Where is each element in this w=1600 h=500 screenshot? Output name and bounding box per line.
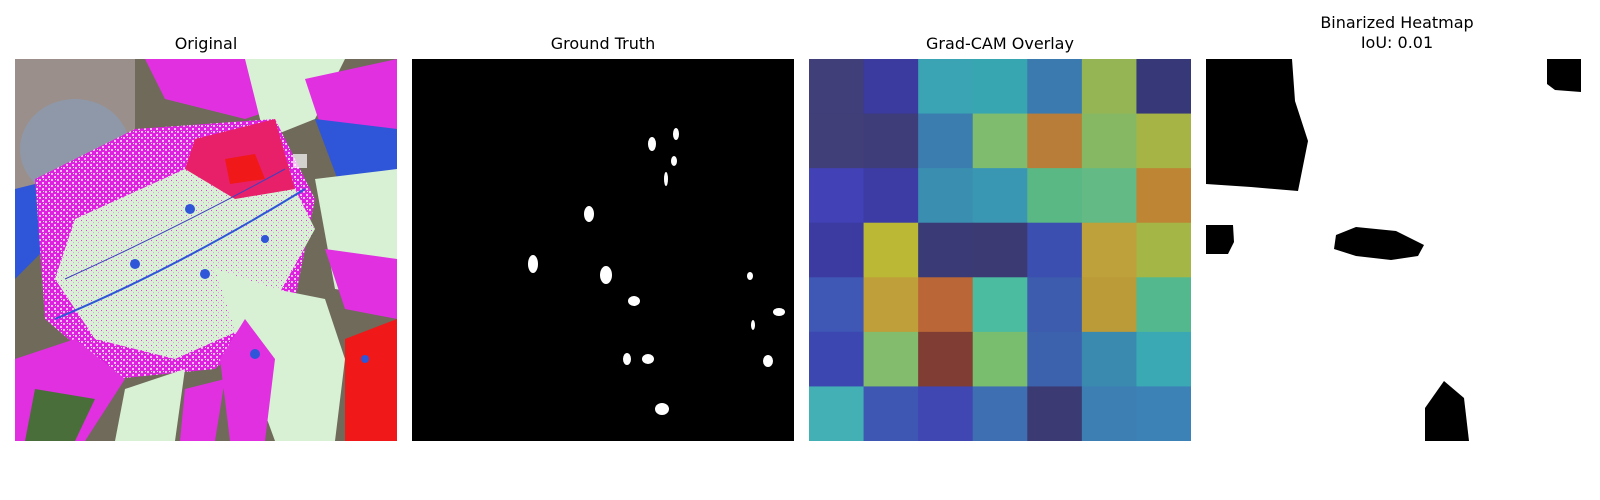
heatmap-cell [809, 113, 865, 169]
heatmap-cell [809, 222, 865, 278]
heatmap-cell [1136, 113, 1191, 169]
heatmap-cell [809, 386, 865, 441]
binarized-title-text: Binarized Heatmap [1320, 13, 1474, 32]
heatmap-cell [1136, 168, 1191, 224]
heatmap-cell [1136, 277, 1191, 333]
heatmap-cell [972, 168, 1028, 224]
heatmap-cell [918, 168, 974, 224]
heatmap-cell [918, 331, 974, 387]
original-title: Original [174, 34, 238, 53]
heatmap-cell [1136, 222, 1191, 278]
heatmap-cell [972, 113, 1028, 169]
ground-truth-mask [412, 59, 794, 441]
heatmap-cell [1081, 59, 1137, 115]
heatmap-cell [918, 277, 974, 333]
heatmap-cell [918, 113, 974, 169]
heatmap-cell [863, 222, 919, 278]
heatmap-cell [1081, 331, 1137, 387]
heatmap-cell [1027, 277, 1083, 333]
gradcam-title: Grad-CAM Overlay [926, 34, 1074, 53]
ground-truth-title: Ground Truth [550, 34, 656, 53]
heatmap-cell [809, 168, 865, 224]
heatmap-cell [972, 277, 1028, 333]
heatmap-cell [863, 113, 919, 169]
heatmap-cell [809, 331, 865, 387]
heatmap-cell [918, 59, 974, 115]
iou-score: IoU: 0.01 [1360, 33, 1434, 52]
heatmap-cell [1081, 386, 1137, 441]
original-image [15, 59, 397, 441]
heatmap-cell [1027, 113, 1083, 169]
heatmap-cell [1081, 168, 1137, 224]
binarized-title: Binarized Heatmap IoU: 0.01 [1206, 13, 1588, 53]
heatmap-cell [1027, 331, 1083, 387]
heatmap-cell [863, 331, 919, 387]
heatmap-cell [972, 331, 1028, 387]
heatmap-cell [863, 277, 919, 333]
heatmap-cell [809, 277, 865, 333]
heatmap-cell [918, 386, 974, 441]
heatmap-cell [1081, 277, 1137, 333]
heatmap-cell [1027, 168, 1083, 224]
heatmap-cell [863, 386, 919, 441]
heatmap-cell [972, 222, 1028, 278]
heatmap-cell [1027, 386, 1083, 441]
heatmap-cell [809, 59, 865, 115]
heatmap-cell [1081, 222, 1137, 278]
heatmap-cell [1027, 222, 1083, 278]
heatmap-cell [918, 222, 974, 278]
heatmap-cell [1136, 386, 1191, 441]
binarized-heatmap [1206, 59, 1588, 441]
heatmap-cell [1136, 331, 1191, 387]
heatmap-cell [1081, 113, 1137, 169]
gradcam-heatmap [809, 59, 1191, 441]
heatmap-cell [1027, 59, 1083, 115]
heatmap-cell [972, 386, 1028, 441]
heatmap-cell [972, 59, 1028, 115]
heatmap-cell [863, 168, 919, 224]
heatmap-cell [863, 59, 919, 115]
heatmap-cell [1136, 59, 1191, 115]
